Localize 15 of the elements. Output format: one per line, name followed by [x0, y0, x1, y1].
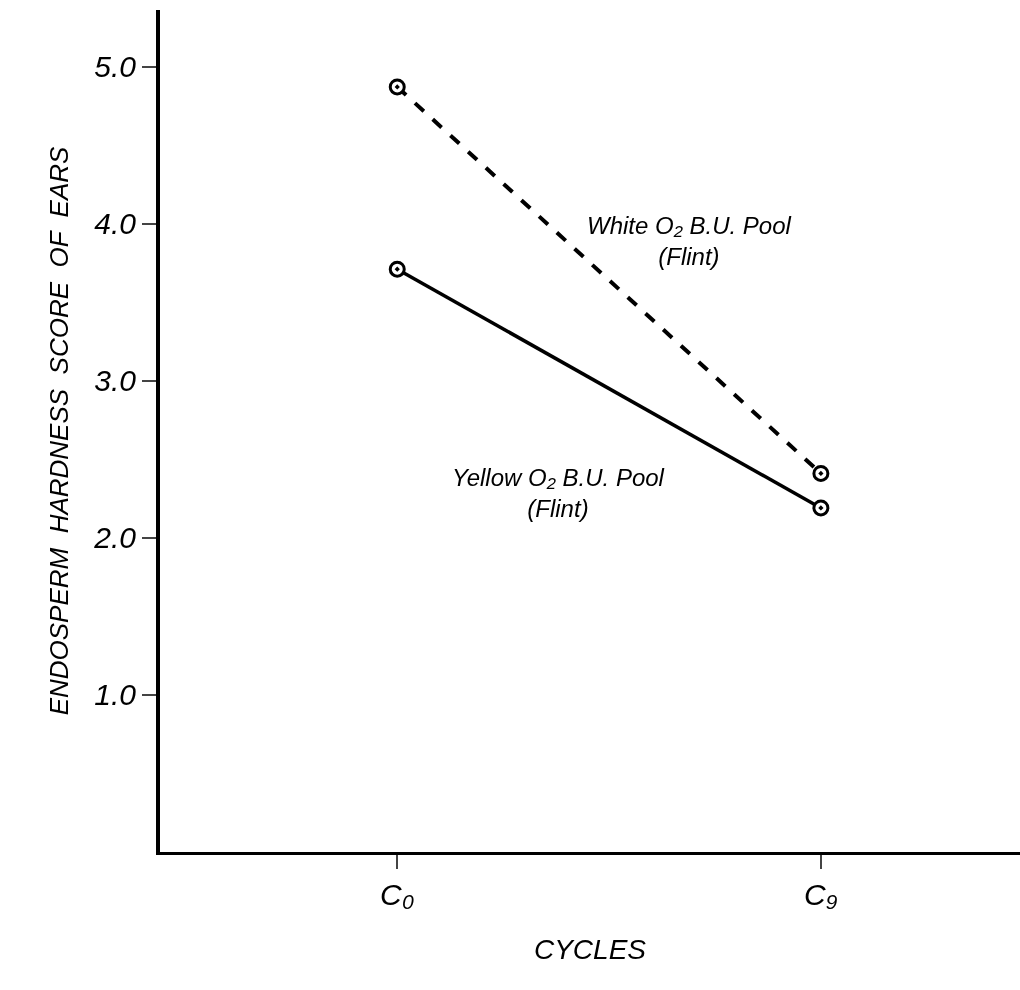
y-axis-title: ENDOSPERM HARDNESS SCORE OF EARS	[44, 145, 75, 716]
point	[388, 78, 406, 96]
point	[812, 499, 830, 517]
point	[812, 464, 830, 482]
series-label: Yellow O₂ B.U. Pool (Flint)	[452, 464, 665, 523]
series-label: White O₂ B.U. Pool (Flint)	[587, 212, 792, 271]
y-tick-label: 4.0	[94, 207, 137, 241]
x-axis-title: CYCLES	[533, 934, 647, 966]
y-tick-label: 2.0	[93, 521, 137, 555]
x-tick-label: C₀	[380, 878, 415, 911]
y-tick-label: 3.0	[94, 364, 137, 398]
x-tick-label: C₉	[804, 878, 838, 911]
y-tick-label: 5.0	[94, 50, 137, 84]
point	[388, 260, 406, 278]
y-tick-label: 1.0	[94, 678, 137, 712]
